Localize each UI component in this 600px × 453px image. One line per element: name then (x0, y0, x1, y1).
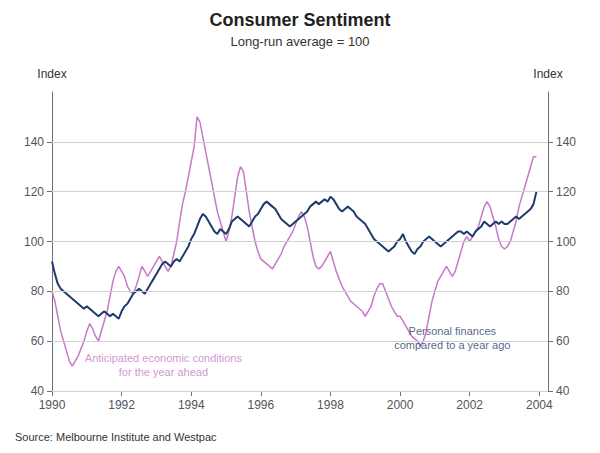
svg-text:Anticipated economic condition: Anticipated economic conditions (85, 352, 243, 364)
svg-text:100: 100 (556, 235, 576, 249)
svg-text:1994: 1994 (178, 398, 205, 412)
svg-text:compared to a year ago: compared to a year ago (394, 339, 510, 351)
svg-text:1998: 1998 (317, 398, 344, 412)
svg-text:Consumer Sentiment: Consumer Sentiment (209, 10, 390, 30)
svg-text:60: 60 (31, 334, 45, 348)
svg-text:1996: 1996 (247, 398, 274, 412)
svg-text:140: 140 (556, 135, 576, 149)
svg-text:Source: Melbourne Institute an: Source: Melbourne Institute and Westpac (15, 431, 217, 443)
svg-text:60: 60 (556, 334, 570, 348)
svg-text:40: 40 (556, 384, 570, 398)
svg-text:120: 120 (24, 185, 44, 199)
svg-text:120: 120 (556, 185, 576, 199)
svg-text:80: 80 (31, 284, 45, 298)
svg-text:80: 80 (556, 284, 570, 298)
svg-text:140: 140 (24, 135, 44, 149)
svg-text:Personal finances: Personal finances (409, 325, 497, 337)
svg-text:100: 100 (24, 235, 44, 249)
svg-text:40: 40 (31, 384, 45, 398)
svg-text:2000: 2000 (387, 398, 414, 412)
svg-text:Index: Index (533, 67, 562, 81)
svg-text:2002: 2002 (456, 398, 483, 412)
svg-text:1990: 1990 (39, 398, 66, 412)
svg-text:Long-run average = 100: Long-run average = 100 (230, 34, 369, 49)
svg-text:2004: 2004 (526, 398, 553, 412)
svg-text:Index: Index (37, 67, 66, 81)
svg-text:1992: 1992 (108, 398, 135, 412)
svg-text:for the year ahead: for the year ahead (119, 366, 208, 378)
